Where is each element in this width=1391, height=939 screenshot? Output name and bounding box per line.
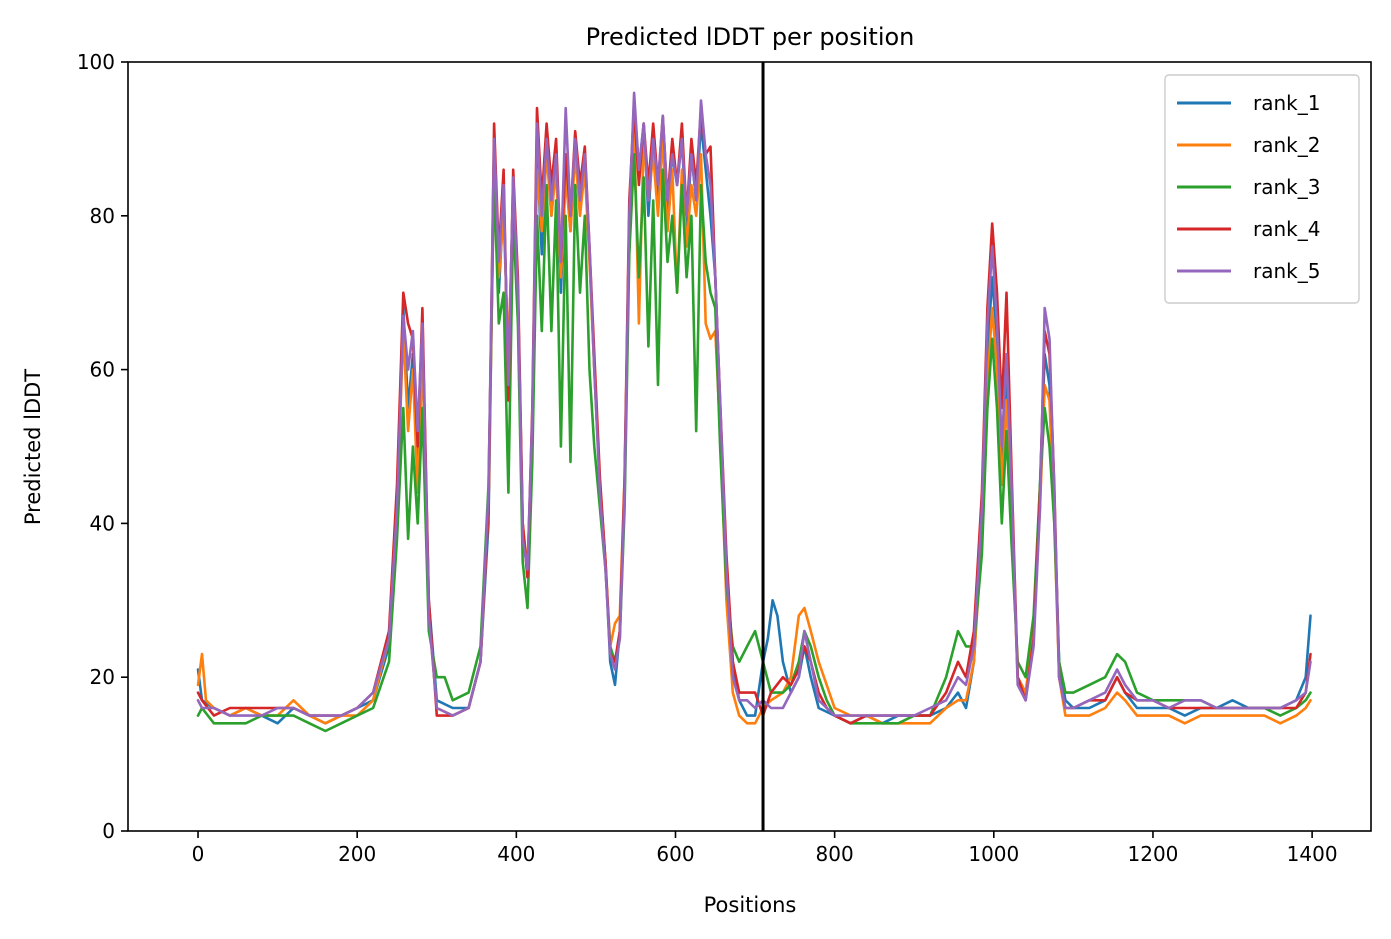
series-line-rank_3: [196, 153, 1312, 733]
y-tick-label: 0: [102, 819, 115, 843]
y-tick-label: 60: [90, 358, 115, 382]
y-tick-label: 80: [90, 204, 115, 228]
x-axis-title: Positions: [704, 893, 797, 917]
legend-label-rank_2: rank_2: [1253, 133, 1320, 157]
x-tick-label: 800: [816, 842, 854, 866]
legend-label-rank_3: rank_3: [1253, 175, 1320, 199]
x-tick-label: 1400: [1287, 842, 1338, 866]
y-tick-label: 100: [77, 50, 115, 74]
x-tick-label: 200: [338, 842, 376, 866]
chart-title: Predicted lDDT per position: [586, 23, 915, 51]
axes-layer: 0 200 400 600 800 1000 1200 1400 0 20 40 60 80 100: [77, 50, 1372, 866]
legend-label-rank_5: rank_5: [1253, 259, 1320, 283]
legend-box: [1164, 74, 1360, 304]
legend-label-rank_1: rank_1: [1253, 91, 1320, 115]
legend: rank_1 rank_2 rank_3 rank_4 rank_5: [1164, 74, 1360, 304]
y-tick-label: 40: [90, 511, 115, 535]
series-layer: [196, 91, 1312, 733]
series-line-rank_5: [196, 91, 1312, 717]
plot-frame: [127, 61, 1372, 832]
x-tick-label: 1000: [968, 842, 1019, 866]
y-tick-label: 20: [90, 665, 115, 689]
y-axis-title: Predicted lDDT: [21, 369, 45, 525]
x-tick-label: 600: [656, 842, 694, 866]
legend-label-rank_4: rank_4: [1253, 217, 1320, 241]
x-tick-label: 1200: [1128, 842, 1179, 866]
x-tick-label: 400: [497, 842, 535, 866]
x-tick-label: 0: [192, 842, 205, 866]
